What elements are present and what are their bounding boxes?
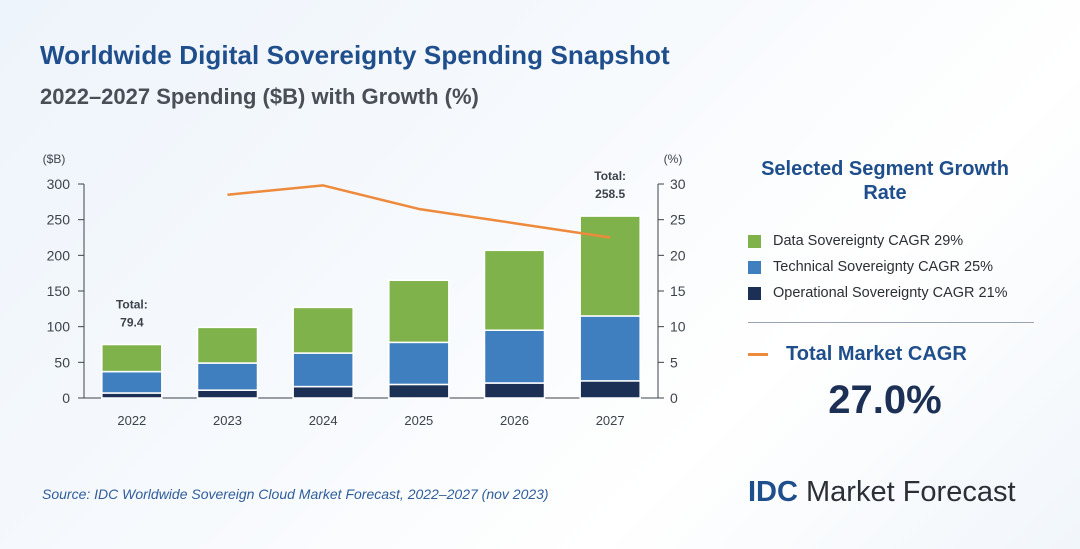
y-right-tick-label: 10 — [670, 319, 686, 335]
source-note: Source: IDC Worldwide Sovereign Cloud Ma… — [42, 486, 549, 502]
stacked-bar-chart: 050100150200250300($B)051015202530(%)202… — [43, 152, 686, 428]
brand-rest: Market Forecast — [797, 476, 1016, 508]
y-right-axis-label: (%) — [664, 152, 683, 166]
brand-strong: IDC — [748, 476, 798, 508]
x-tick-label: 2022 — [117, 413, 146, 428]
y-right-tick-label: 25 — [670, 212, 686, 228]
bar-segment — [483, 329, 546, 384]
y-left-tick-label: 0 — [62, 390, 70, 406]
bar-segment — [388, 383, 450, 399]
bar-segment — [196, 362, 259, 391]
chart-subtitle: 2022–2027 Spending ($B) with Growth (%) — [40, 84, 479, 109]
y-right-tick-label: 20 — [670, 247, 686, 263]
y-left-tick-label: 150 — [47, 283, 71, 299]
bar-segment — [101, 343, 163, 373]
total-label-prefix: Total: — [116, 298, 148, 312]
bar-segment — [579, 315, 641, 382]
x-tick-label: 2026 — [500, 413, 529, 428]
legend-label-operational: Operational Sovereignty CAGR 21% — [773, 285, 1008, 301]
bar-segment — [101, 370, 163, 394]
x-tick-label: 2023 — [213, 413, 242, 428]
legend-swatch-technical — [748, 260, 761, 274]
bar-segment — [483, 249, 546, 331]
total-label-prefix: Total: — [594, 169, 626, 183]
total-cagr-row: Total Market CAGR — [748, 343, 967, 366]
legend-swatch-operational — [748, 286, 761, 300]
legend-item-data: Data Sovereignty CAGR 29% — [748, 228, 1008, 254]
bar-segment — [579, 380, 641, 399]
x-tick-label: 2025 — [404, 413, 433, 428]
brand-logo: IDC Market Forecast — [748, 476, 1016, 509]
segment-growth-heading: Selected Segment Growth Rate — [761, 158, 1009, 204]
total-cagr-value: 27.0% — [828, 378, 942, 422]
bar-segment — [388, 279, 450, 344]
y-right-tick-label: 15 — [670, 283, 686, 299]
y-right-tick-label: 5 — [670, 354, 678, 370]
bar-segment — [196, 326, 259, 364]
cagr-line-marker — [748, 353, 768, 356]
y-right-tick-label: 0 — [670, 390, 678, 406]
bar-segment — [579, 215, 641, 317]
chart-title: Worldwide Digital Sovereignty Spending S… — [40, 40, 670, 70]
y-left-tick-label: 250 — [47, 212, 71, 228]
bar-segment — [292, 306, 354, 354]
legend-swatch-data — [748, 234, 761, 248]
growth-line — [227, 184, 611, 239]
legend-label-data: Data Sovereignty CAGR 29% — [773, 233, 964, 249]
legend-item-operational: Operational Sovereignty CAGR 21% — [748, 280, 1008, 306]
total-cagr-label: Total Market CAGR — [786, 343, 967, 365]
x-tick-label: 2027 — [596, 413, 625, 428]
y-left-tick-label: 50 — [54, 354, 70, 370]
bar-segment — [292, 352, 354, 388]
y-left-tick-label: 300 — [47, 176, 71, 192]
bar-segment — [483, 382, 546, 399]
bar-segment — [196, 389, 259, 399]
y-right-tick-label: 30 — [670, 176, 686, 192]
legend: Data Sovereignty CAGR 29% Technical Sove… — [748, 228, 1008, 306]
legend-label-technical: Technical Sovereignty CAGR 25% — [773, 259, 994, 275]
y-left-axis-label: ($B) — [43, 152, 66, 166]
y-left-tick-label: 100 — [47, 319, 71, 335]
bar-segment — [388, 341, 450, 386]
total-label-value: 79.4 — [120, 316, 144, 330]
total-label-value: 258.5 — [595, 187, 625, 201]
bar-segment — [292, 385, 354, 399]
x-tick-label: 2024 — [309, 413, 338, 428]
y-left-tick-label: 200 — [47, 247, 71, 263]
legend-item-technical: Technical Sovereignty CAGR 25% — [748, 254, 1008, 280]
divider — [748, 322, 1034, 323]
